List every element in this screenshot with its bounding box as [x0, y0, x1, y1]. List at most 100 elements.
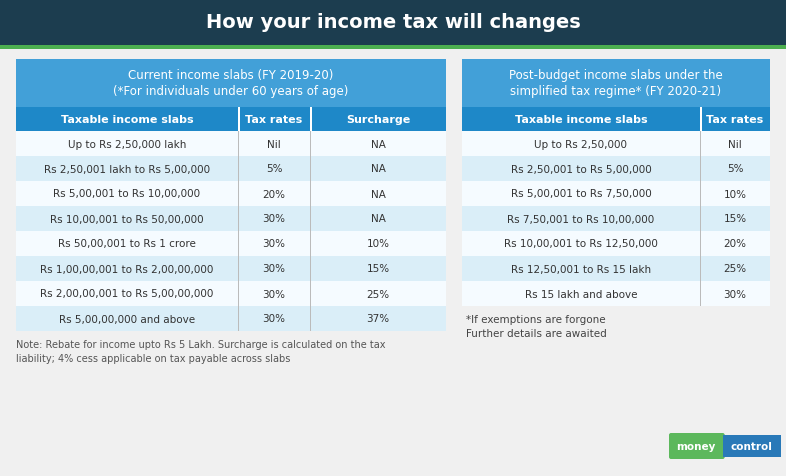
Text: 25%: 25%: [723, 264, 747, 274]
Bar: [310, 108, 311, 132]
Text: Rs 7,50,001 to Rs 10,00,000: Rs 7,50,001 to Rs 10,00,000: [508, 214, 655, 224]
Bar: [16, 60, 446, 108]
Bar: [310, 182, 311, 207]
Text: Rs 10,00,001 to Rs 50,00,000: Rs 10,00,001 to Rs 50,00,000: [50, 214, 204, 224]
Text: NA: NA: [370, 214, 385, 224]
Text: Current income slabs (FY 2019-20): Current income slabs (FY 2019-20): [128, 69, 334, 82]
Text: Rs 2,50,001 to Rs 5,00,000: Rs 2,50,001 to Rs 5,00,000: [511, 164, 652, 174]
Text: Rs 15 lakh and above: Rs 15 lakh and above: [525, 289, 637, 299]
Text: NA: NA: [370, 164, 385, 174]
Text: control: control: [730, 441, 772, 451]
Text: 15%: 15%: [723, 214, 747, 224]
Text: 30%: 30%: [263, 264, 285, 274]
Text: 15%: 15%: [366, 264, 390, 274]
Bar: [0, 46, 786, 50]
Bar: [238, 281, 239, 307]
Text: 20%: 20%: [723, 239, 747, 249]
Bar: [16, 281, 446, 307]
Bar: [16, 108, 446, 132]
Bar: [310, 281, 311, 307]
Text: Rs 1,00,00,001 to Rs 2,00,00,000: Rs 1,00,00,001 to Rs 2,00,00,000: [40, 264, 214, 274]
Text: 20%: 20%: [263, 189, 285, 199]
Text: Nil: Nil: [267, 139, 281, 149]
Text: Up to Rs 2,50,000: Up to Rs 2,50,000: [534, 139, 627, 149]
Text: 10%: 10%: [723, 189, 747, 199]
Bar: [700, 157, 701, 182]
Text: simplified tax regime* (FY 2020-21): simplified tax regime* (FY 2020-21): [510, 85, 722, 98]
Bar: [238, 157, 239, 182]
Text: Rs 5,00,00,000 and above: Rs 5,00,00,000 and above: [59, 314, 195, 324]
Bar: [0, 0, 786, 46]
Text: 37%: 37%: [366, 314, 390, 324]
Text: 30%: 30%: [263, 239, 285, 249]
Bar: [722, 435, 781, 457]
Bar: [310, 157, 311, 182]
Text: Rs 2,00,00,001 to Rs 5,00,00,000: Rs 2,00,00,001 to Rs 5,00,00,000: [40, 289, 214, 299]
Text: Rs 12,50,001 to Rs 15 lakh: Rs 12,50,001 to Rs 15 lakh: [511, 264, 651, 274]
Bar: [238, 257, 239, 281]
Bar: [238, 231, 239, 257]
Text: Taxable income slabs: Taxable income slabs: [515, 115, 648, 125]
Bar: [310, 307, 311, 331]
Text: Surcharge: Surcharge: [346, 115, 410, 125]
Text: Rs 2,50,001 lakh to Rs 5,00,000: Rs 2,50,001 lakh to Rs 5,00,000: [44, 164, 210, 174]
Text: Tax rates: Tax rates: [707, 115, 764, 125]
Bar: [700, 257, 701, 281]
Bar: [700, 207, 701, 231]
Bar: [310, 257, 311, 281]
Bar: [238, 132, 239, 157]
Bar: [16, 157, 446, 182]
Bar: [462, 60, 770, 108]
Text: Tax rates: Tax rates: [245, 115, 303, 125]
Text: 25%: 25%: [366, 289, 390, 299]
Text: Up to Rs 2,50,000 lakh: Up to Rs 2,50,000 lakh: [68, 139, 186, 149]
Bar: [462, 207, 770, 231]
Bar: [462, 281, 770, 307]
Text: *If exemptions are forgone: *If exemptions are forgone: [466, 314, 606, 324]
Bar: [16, 231, 446, 257]
Text: Nil: Nil: [728, 139, 742, 149]
Bar: [700, 231, 701, 257]
Bar: [238, 207, 239, 231]
Bar: [310, 132, 311, 157]
Bar: [462, 157, 770, 182]
Text: 30%: 30%: [723, 289, 747, 299]
Text: 30%: 30%: [263, 214, 285, 224]
Bar: [700, 281, 701, 307]
Bar: [310, 207, 311, 231]
Text: 30%: 30%: [263, 314, 285, 324]
Bar: [238, 307, 239, 331]
Text: 5%: 5%: [266, 164, 282, 174]
Text: Rs 5,00,001 to Rs 10,00,000: Rs 5,00,001 to Rs 10,00,000: [53, 189, 200, 199]
Text: How your income tax will changes: How your income tax will changes: [206, 13, 580, 32]
Text: Note: Rebate for income upto Rs 5 Lakh. Surcharge is calculated on the tax
liabi: Note: Rebate for income upto Rs 5 Lakh. …: [16, 339, 385, 363]
Bar: [700, 132, 701, 157]
Bar: [462, 108, 770, 132]
Bar: [238, 182, 239, 207]
Bar: [462, 132, 770, 157]
Bar: [310, 231, 311, 257]
Text: Further details are awaited: Further details are awaited: [466, 328, 607, 338]
Bar: [238, 108, 240, 132]
Text: NA: NA: [370, 139, 385, 149]
Bar: [700, 108, 701, 132]
Text: Rs 5,00,001 to Rs 7,50,000: Rs 5,00,001 to Rs 7,50,000: [511, 189, 652, 199]
Text: 30%: 30%: [263, 289, 285, 299]
Text: Taxable income slabs: Taxable income slabs: [61, 115, 193, 125]
Bar: [16, 307, 446, 331]
Text: 5%: 5%: [727, 164, 744, 174]
Text: NA: NA: [370, 189, 385, 199]
Text: 10%: 10%: [366, 239, 390, 249]
Bar: [462, 182, 770, 207]
Bar: [16, 132, 446, 157]
FancyBboxPatch shape: [669, 433, 725, 459]
Bar: [462, 231, 770, 257]
Bar: [16, 207, 446, 231]
Bar: [462, 257, 770, 281]
Text: Rs 10,00,001 to Rs 12,50,000: Rs 10,00,001 to Rs 12,50,000: [504, 239, 658, 249]
Bar: [700, 182, 701, 207]
Bar: [16, 182, 446, 207]
Text: money: money: [677, 441, 716, 451]
Text: (*For individuals under 60 years of age): (*For individuals under 60 years of age): [113, 85, 349, 98]
Text: Rs 50,00,001 to Rs 1 crore: Rs 50,00,001 to Rs 1 crore: [58, 239, 196, 249]
